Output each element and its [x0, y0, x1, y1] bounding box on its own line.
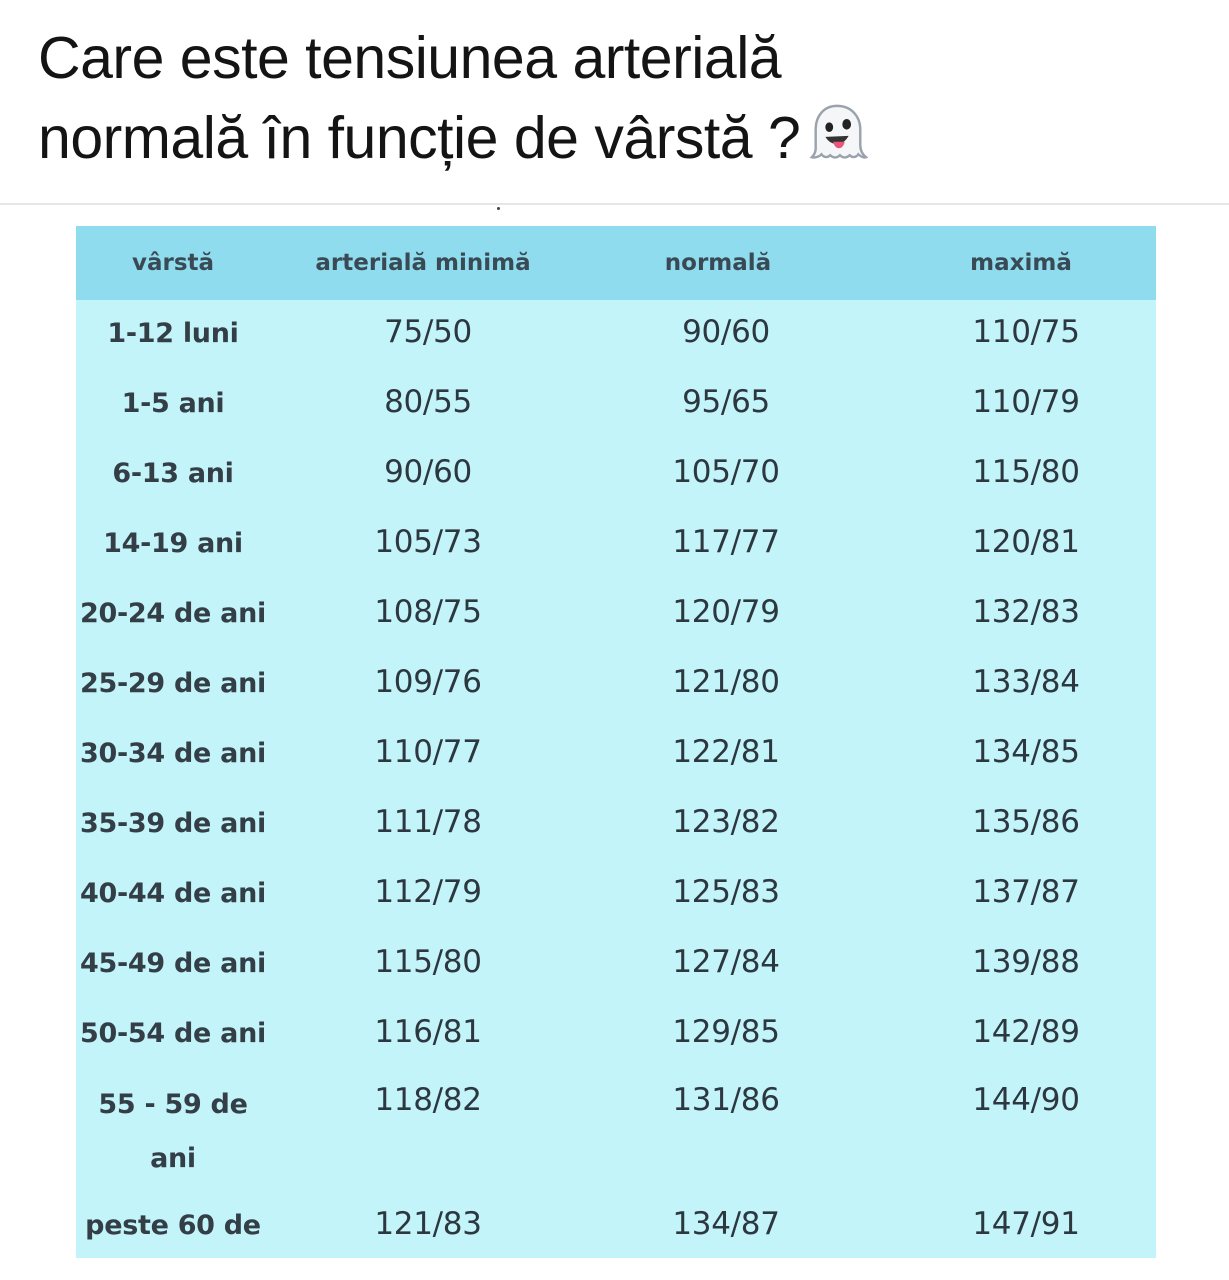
- cell-normal: 121/80: [672, 664, 780, 700]
- cell-normal: 127/84: [672, 944, 780, 980]
- cell-minimum: 116/81: [374, 1014, 482, 1050]
- cell-maximum: 134/85: [972, 734, 1080, 770]
- post-divider: [0, 203, 1229, 205]
- cell-age: peste 60 de: [85, 1210, 261, 1241]
- cell-minimum: 110/77: [374, 734, 482, 770]
- blood-pressure-table: vârstă arterială minimă normală maximă 1…: [76, 226, 1156, 1258]
- cell-normal: 122/81: [672, 734, 780, 770]
- header-maximum: maximă: [970, 250, 1072, 276]
- cell-minimum: 118/82: [374, 1082, 482, 1118]
- cell-minimum: 115/80: [374, 944, 482, 980]
- cell-maximum: 144/90: [972, 1082, 1080, 1118]
- cell-normal: 125/83: [672, 874, 780, 910]
- cell-normal: 123/82: [672, 804, 780, 840]
- cell-maximum: 137/87: [972, 874, 1080, 910]
- cell-normal: 134/87: [672, 1206, 780, 1242]
- cell-normal: 105/70: [672, 454, 780, 490]
- cell-minimum: 112/79: [374, 874, 482, 910]
- cell-maximum: 120/81: [972, 524, 1080, 560]
- cell-age: 40-44 de ani: [80, 878, 266, 909]
- cell-age: 30-34 de ani: [80, 738, 266, 769]
- cell-minimum: 90/60: [384, 454, 472, 490]
- cell-maximum: 139/88: [972, 944, 1080, 980]
- cell-minimum: 80/55: [384, 384, 472, 420]
- post-title-line-2-text: normală în funcție de vârstă ?: [38, 105, 801, 171]
- cell-age: 14-19 ani: [103, 528, 243, 559]
- cell-maximum: 142/89: [972, 1014, 1080, 1050]
- cell-maximum: 110/79: [972, 384, 1080, 420]
- cell-normal: 117/77: [672, 524, 780, 560]
- header-minimum: arterială minimă: [315, 250, 531, 276]
- cell-normal: 95/65: [682, 384, 770, 420]
- cell-age: 55 - 59 de ani: [98, 1089, 248, 1174]
- cell-normal: 129/85: [672, 1014, 780, 1050]
- cell-minimum: 75/50: [384, 314, 472, 350]
- cell-maximum: 115/80: [972, 454, 1080, 490]
- cell-age: 20-24 de ani: [80, 598, 266, 629]
- cell-normal: 90/60: [682, 314, 770, 350]
- cell-minimum: 108/75: [374, 594, 482, 630]
- cell-age: 6-13 ani: [112, 458, 234, 489]
- cell-minimum: 121/83: [374, 1206, 482, 1242]
- cell-maximum: 110/75: [972, 314, 1080, 350]
- cell-age: 45-49 de ani: [80, 948, 266, 979]
- header-age: vârstă: [131, 250, 215, 276]
- cell-minimum: 111/78: [374, 804, 482, 840]
- header-normal: normală: [664, 250, 772, 276]
- cell-age: 25-29 de ani: [80, 668, 266, 699]
- divider-dot: [497, 207, 500, 210]
- cell-age: 50-54 de ani: [80, 1018, 266, 1049]
- table-header: vârstă arterială minimă normală maximă: [76, 226, 1156, 300]
- post-title-line-2: normală în funcție de vârstă ?: [38, 98, 1188, 178]
- cell-minimum: 105/73: [374, 524, 482, 560]
- post-title: Care este tensiunea arterială normală în…: [38, 18, 1188, 178]
- post-title-line-1: Care este tensiunea arterială: [38, 25, 782, 91]
- cell-maximum: 133/84: [972, 664, 1080, 700]
- cell-maximum: 135/86: [972, 804, 1080, 840]
- cell-minimum: 109/76: [374, 664, 482, 700]
- cell-maximum: 147/91: [972, 1206, 1080, 1242]
- cell-age: 1-12 luni: [107, 318, 239, 349]
- cell-age: 35-39 de ani: [80, 808, 266, 839]
- cell-normal: 120/79: [672, 594, 780, 630]
- cell-maximum: 132/83: [972, 594, 1080, 630]
- cell-normal: 131/86: [672, 1082, 780, 1118]
- ghost-icon: [809, 104, 869, 159]
- cell-age: 1-5 ani: [121, 388, 225, 419]
